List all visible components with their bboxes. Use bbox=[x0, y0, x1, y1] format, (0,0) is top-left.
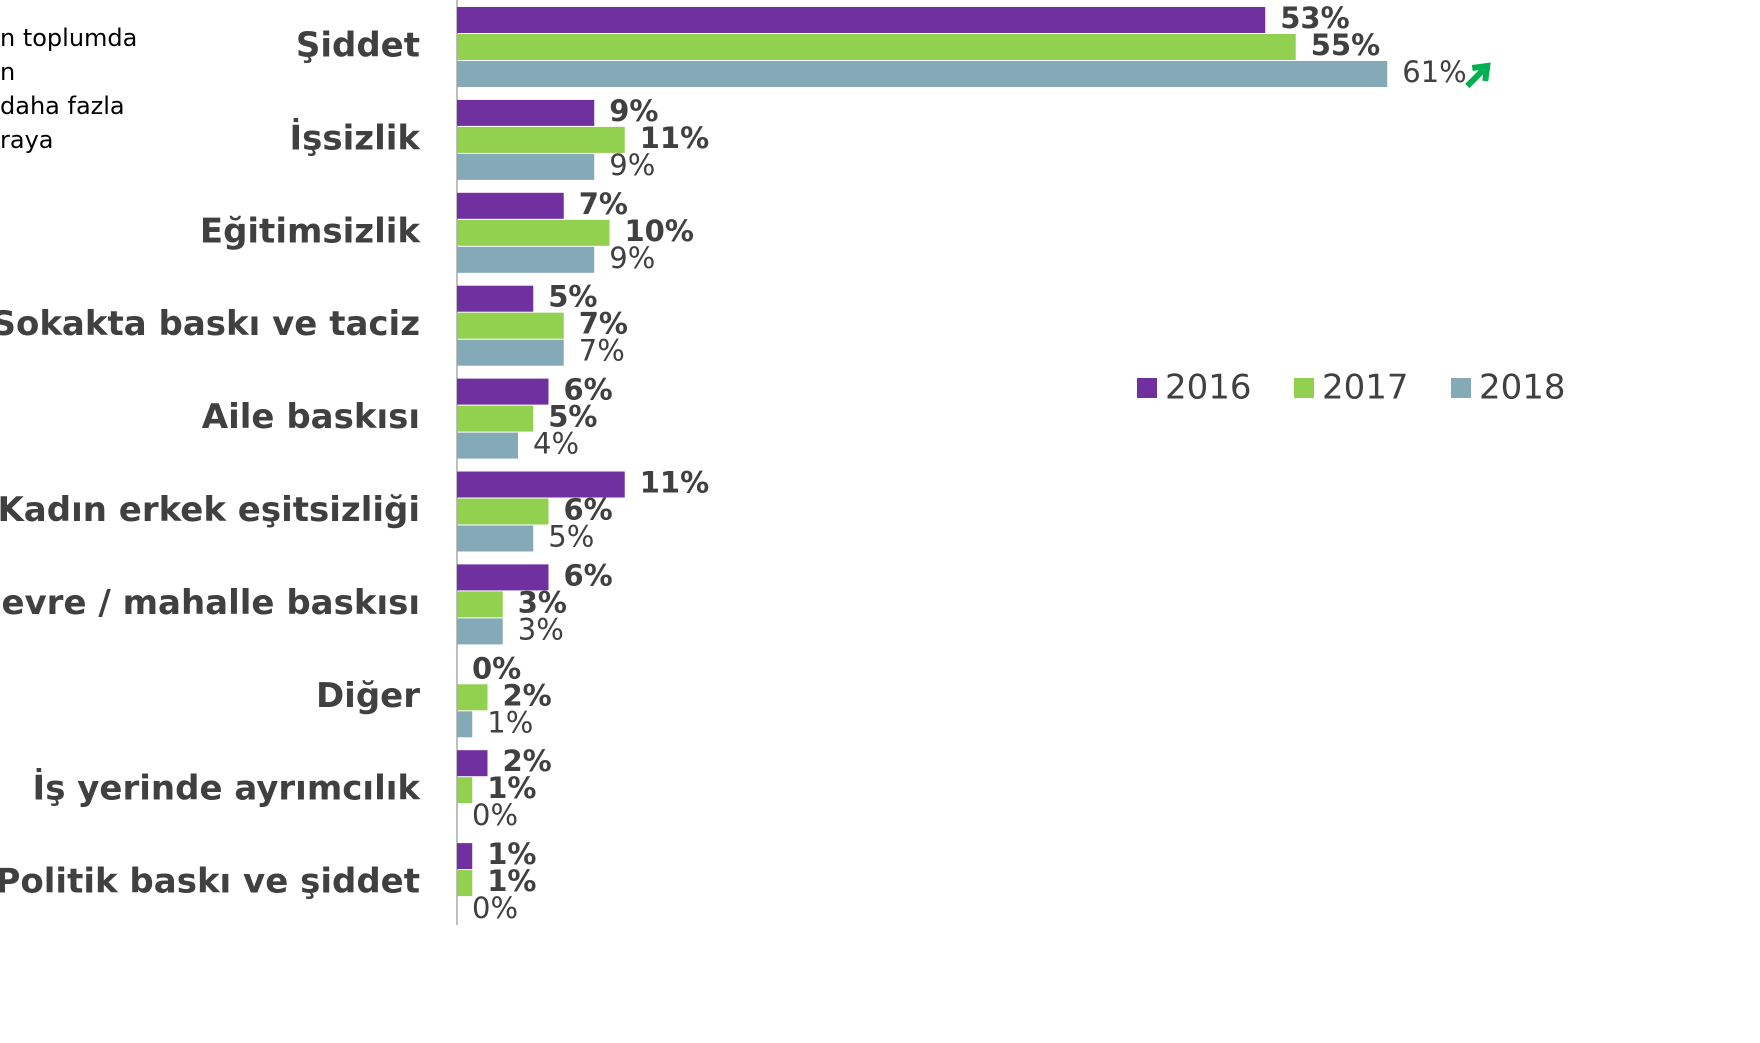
value-label: 4% bbox=[533, 427, 579, 461]
value-label: 0% bbox=[472, 651, 521, 685]
bar bbox=[457, 153, 595, 180]
category-label: İş yerinde ayrımcılık bbox=[33, 768, 422, 809]
category-label: Diğer bbox=[316, 676, 420, 716]
bar bbox=[457, 870, 473, 897]
legend-label: 2017 bbox=[1322, 368, 1409, 408]
bar bbox=[457, 711, 473, 738]
value-label: 1% bbox=[487, 705, 533, 739]
legend-swatch bbox=[1451, 378, 1471, 398]
value-label: 1% bbox=[487, 837, 536, 871]
value-label: 11% bbox=[640, 121, 709, 155]
bar bbox=[457, 219, 610, 246]
bar bbox=[457, 192, 564, 219]
bar bbox=[457, 471, 625, 498]
category-label: Politik baskı ve şiddet bbox=[0, 862, 420, 902]
value-label: 0% bbox=[472, 798, 518, 832]
value-label: 6% bbox=[564, 558, 613, 592]
legend-swatch bbox=[1294, 378, 1314, 398]
side-text: raya bbox=[0, 126, 53, 154]
bar bbox=[457, 591, 503, 618]
value-label: 3% bbox=[518, 585, 567, 619]
value-label: 2% bbox=[503, 744, 552, 778]
category-label: Aile baskısı bbox=[202, 397, 420, 437]
category-label: İşsizlik bbox=[290, 117, 422, 158]
bar bbox=[457, 432, 518, 459]
bar bbox=[457, 498, 549, 525]
value-label: 5% bbox=[548, 400, 597, 434]
value-label: 9% bbox=[609, 148, 655, 182]
value-label: 6% bbox=[564, 373, 613, 407]
legend-label: 2016 bbox=[1165, 368, 1252, 408]
bar bbox=[457, 285, 534, 312]
value-label: 11% bbox=[640, 466, 709, 500]
category-label: Kadın erkek eşitsizliği bbox=[0, 490, 420, 530]
bar bbox=[457, 339, 564, 366]
value-label: 10% bbox=[625, 214, 694, 248]
bar bbox=[457, 312, 564, 339]
value-label: 2% bbox=[503, 678, 552, 712]
bar bbox=[457, 843, 473, 870]
side-text: n bbox=[0, 58, 15, 86]
bar bbox=[457, 777, 473, 804]
bar bbox=[457, 378, 549, 405]
legend-label: 2018 bbox=[1479, 368, 1566, 408]
value-label: 5% bbox=[548, 280, 597, 314]
bar bbox=[457, 34, 1296, 60]
value-label: 9% bbox=[609, 94, 658, 128]
category-label: Eğitimsizlik bbox=[200, 211, 422, 251]
bar bbox=[457, 61, 1388, 87]
bar bbox=[457, 126, 625, 153]
bar bbox=[457, 525, 534, 552]
value-label: 6% bbox=[564, 493, 613, 527]
value-label: 55% bbox=[1311, 28, 1380, 62]
side-text: daha fazla bbox=[0, 92, 125, 120]
category-label: Şiddet bbox=[296, 26, 420, 66]
bar bbox=[457, 564, 549, 591]
bar bbox=[457, 618, 503, 645]
value-label: 1% bbox=[487, 771, 536, 805]
value-label: 7% bbox=[579, 307, 628, 341]
value-label: 7% bbox=[579, 334, 625, 368]
value-label: 0% bbox=[472, 891, 518, 925]
value-label: 9% bbox=[609, 241, 655, 275]
bar bbox=[457, 750, 488, 777]
bar bbox=[457, 7, 1266, 33]
bar bbox=[457, 246, 595, 273]
value-label: 53% bbox=[1280, 1, 1349, 35]
category-label: Sokakta baskı ve taciz bbox=[0, 304, 420, 344]
side-text: n toplumda bbox=[0, 24, 137, 52]
legend-swatch bbox=[1137, 378, 1157, 398]
value-label: 61% bbox=[1402, 55, 1466, 89]
value-label: 5% bbox=[548, 520, 594, 554]
value-label: 3% bbox=[518, 612, 564, 646]
value-label: 1% bbox=[487, 864, 536, 898]
trend-arrow bbox=[1465, 62, 1491, 89]
category-label: Çevre / mahalle baskısı bbox=[0, 583, 420, 623]
value-label: 7% bbox=[579, 187, 628, 221]
bar bbox=[457, 99, 595, 126]
bar bbox=[457, 684, 488, 711]
bar bbox=[457, 405, 534, 432]
